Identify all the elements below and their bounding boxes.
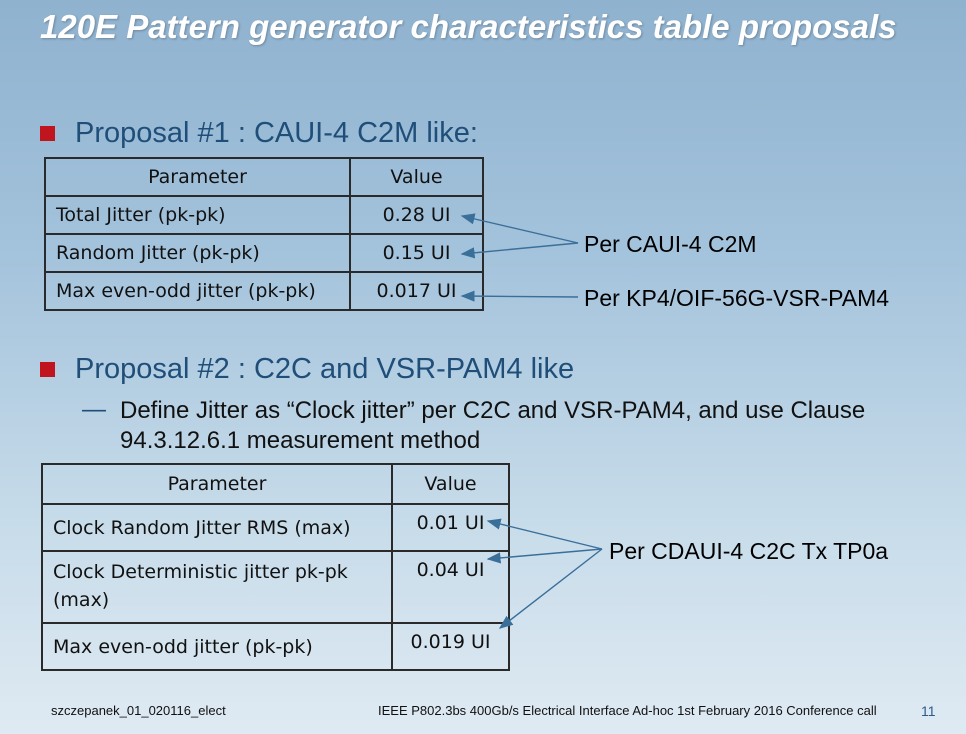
table-header-row: Parameter Value — [44, 157, 484, 197]
arrow-to-total-jitter — [460, 213, 579, 244]
param-cell: Total Jitter (pk-pk) — [44, 195, 351, 235]
arrow-to-random-jitter — [460, 242, 579, 259]
proposal-2-subbullet: — Define Jitter as “Clock jitter” per C2… — [82, 396, 910, 456]
table-row: Clock Deterministic jitter pk-pk (max) 0… — [41, 550, 510, 624]
param-cell: Clock Random Jitter RMS (max) — [41, 503, 393, 552]
table-row: Max even-odd jitter (pk-pk) 0.017 UI — [44, 271, 484, 311]
page-number: 11 — [921, 703, 936, 719]
proposal-2-bullet: Proposal #2 : C2C and VSR-PAM4 like — [40, 353, 574, 386]
footer-meeting-info: IEEE P802.3bs 400Gb/s Electrical Interfa… — [378, 703, 877, 718]
bullet-square-icon — [40, 362, 55, 377]
param-cell: Max even-odd jitter (pk-pk) — [44, 271, 351, 311]
column-header-value: Value — [391, 463, 510, 505]
arrow-to-clock-rj — [486, 518, 603, 550]
table-header-row: Parameter Value — [41, 463, 510, 505]
annotation-cdaui4-c2c: Per CDAUI-4 C2C Tx TP0a — [609, 538, 889, 564]
column-header-parameter: Parameter — [41, 463, 393, 505]
table-row: Clock Random Jitter RMS (max) 0.01 UI — [41, 503, 510, 552]
value-cell: 0.15 UI — [349, 233, 484, 273]
proposal-1-heading: Proposal #1 : CAUI-4 C2M like: — [75, 117, 478, 149]
subbullet-text: Define Jitter as “Clock jitter” per C2C … — [120, 397, 866, 454]
footer-document-id: szczepanek_01_020116_elect — [51, 703, 226, 718]
table-row: Random Jitter (pk-pk) 0.15 UI — [44, 233, 484, 273]
arrow-to-even-odd-2 — [498, 548, 603, 629]
column-header-value: Value — [349, 157, 484, 197]
proposal-1-table: Parameter Value Total Jitter (pk-pk) 0.2… — [44, 157, 484, 311]
bullet-square-icon — [40, 126, 55, 141]
param-cell: Random Jitter (pk-pk) — [44, 233, 351, 273]
arrow-to-clock-dj — [486, 548, 603, 564]
value-cell: 0.01 UI — [391, 503, 510, 552]
param-cell: Max even-odd jitter (pk-pk) — [41, 622, 393, 671]
column-header-parameter: Parameter — [44, 157, 351, 197]
proposal-2-table: Parameter Value Clock Random Jitter RMS … — [41, 463, 510, 671]
annotation-caui4-c2m: Per CAUI-4 C2M — [584, 231, 757, 257]
slide-title: 120E Pattern generator characteristics t… — [40, 8, 897, 45]
table-row: Total Jitter (pk-pk) 0.28 UI — [44, 195, 484, 235]
annotation-kp4-oif: Per KP4/OIF-56G-VSR-PAM4 — [584, 285, 890, 311]
table-row: Max even-odd jitter (pk-pk) 0.019 UI — [41, 622, 510, 671]
value-cell: 0.04 UI — [391, 550, 510, 624]
value-cell: 0.019 UI — [391, 622, 510, 671]
param-cell: Clock Deterministic jitter pk-pk (max) — [41, 550, 393, 624]
proposal-2-heading: Proposal #2 : C2C and VSR-PAM4 like — [75, 353, 575, 385]
dash-bullet-icon: — — [82, 396, 106, 423]
arrow-to-even-odd-1 — [460, 290, 579, 302]
proposal-1-bullet: Proposal #1 : CAUI-4 C2M like: — [40, 117, 478, 150]
